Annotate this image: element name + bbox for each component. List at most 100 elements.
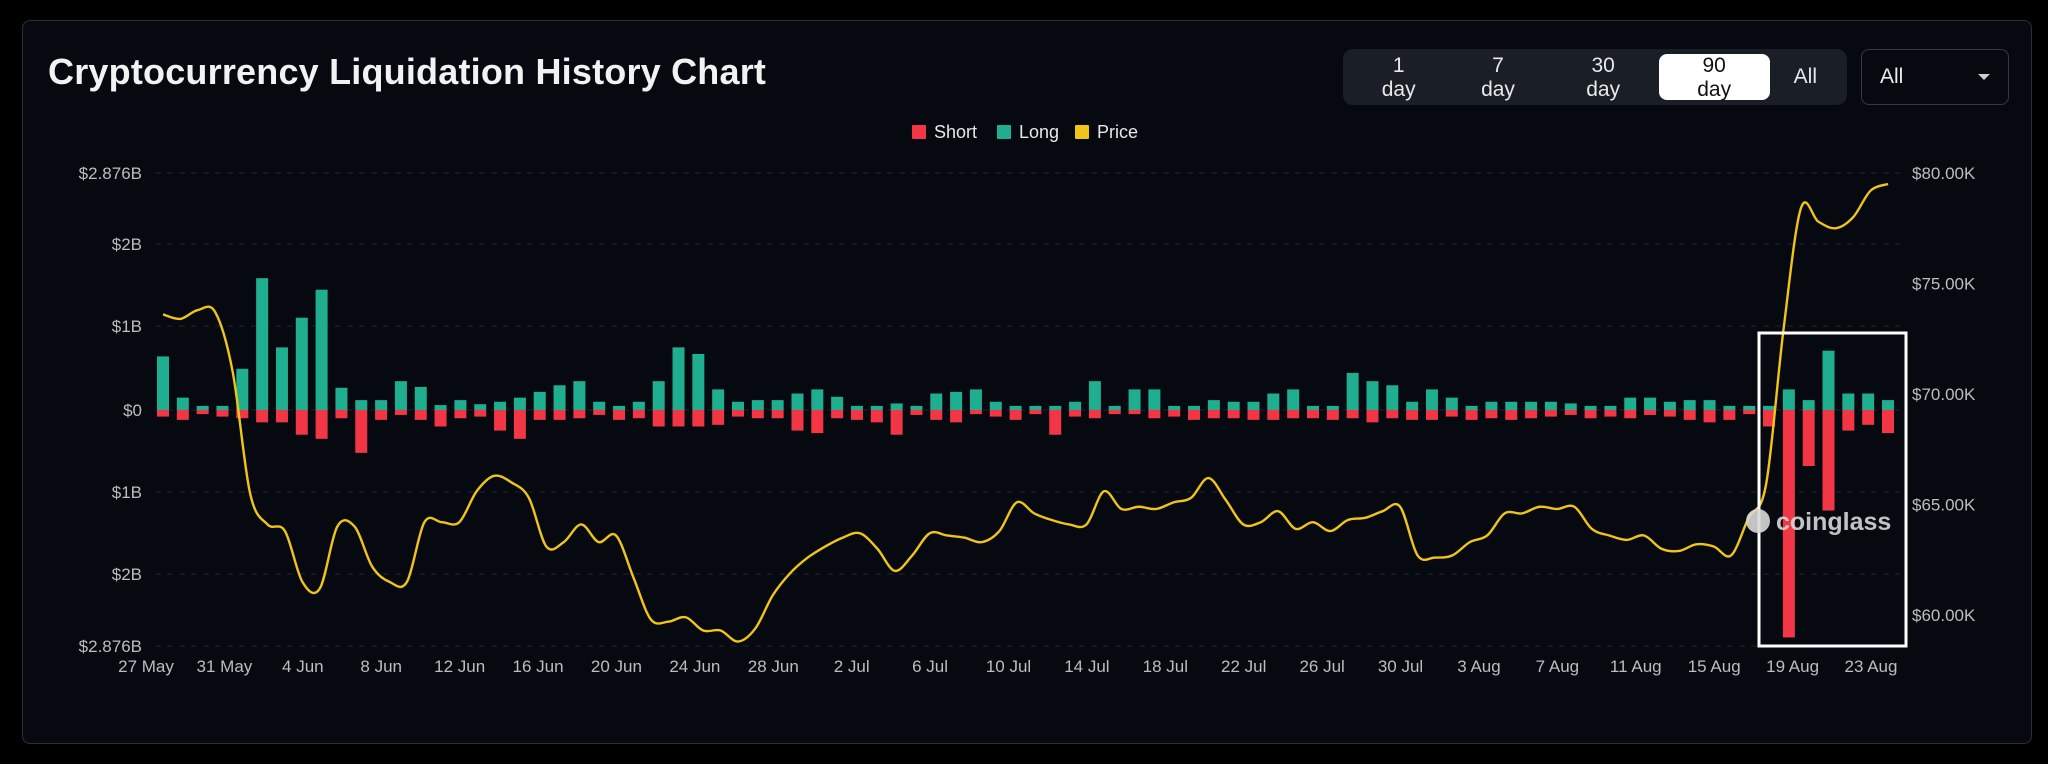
short-bar[interactable] <box>1763 410 1776 427</box>
long-bar[interactable] <box>989 401 1002 410</box>
short-bar[interactable] <box>1445 410 1458 417</box>
long-bar[interactable] <box>751 400 764 410</box>
short-bar[interactable] <box>950 410 963 423</box>
short-bar[interactable] <box>1188 410 1201 420</box>
short-bar[interactable] <box>1287 410 1300 419</box>
short-bar[interactable] <box>1584 410 1597 419</box>
long-bar[interactable] <box>791 393 804 410</box>
short-bar[interactable] <box>1525 410 1538 419</box>
short-bar[interactable] <box>1465 410 1478 420</box>
long-bar[interactable] <box>157 356 169 410</box>
short-bar[interactable] <box>1425 410 1438 420</box>
long-bar[interactable] <box>1366 381 1379 410</box>
long-bar[interactable] <box>335 387 348 410</box>
long-bar[interactable] <box>196 405 209 410</box>
short-bar[interactable] <box>692 410 705 427</box>
long-bar[interactable] <box>1386 385 1399 410</box>
short-bar[interactable] <box>1723 410 1736 420</box>
long-bar[interactable] <box>1644 397 1657 410</box>
short-bar[interactable] <box>1267 410 1280 420</box>
short-bar[interactable] <box>712 410 725 425</box>
short-bar[interactable] <box>196 410 209 415</box>
long-bar[interactable] <box>1406 401 1419 410</box>
short-bar[interactable] <box>157 410 169 417</box>
long-bar[interactable] <box>732 401 744 410</box>
short-bar[interactable] <box>315 410 328 439</box>
long-bar[interactable] <box>1009 405 1022 410</box>
short-bar[interactable] <box>573 410 586 419</box>
short-bar[interactable] <box>1168 410 1181 417</box>
long-bar[interactable] <box>1465 405 1478 410</box>
short-bar[interactable] <box>236 410 249 419</box>
short-bar[interactable] <box>1802 410 1815 467</box>
long-bar[interactable] <box>1703 400 1716 410</box>
long-bar[interactable] <box>1425 389 1438 410</box>
long-bar[interactable] <box>850 405 863 410</box>
short-bar[interactable] <box>771 410 784 419</box>
long-bar[interactable] <box>454 400 467 410</box>
long-bar[interactable] <box>1882 400 1894 410</box>
short-bar[interactable] <box>890 410 903 435</box>
long-bar[interactable] <box>1267 393 1280 410</box>
short-bar[interactable] <box>1862 410 1875 425</box>
short-bar[interactable] <box>989 410 1002 417</box>
short-bar[interactable] <box>831 410 844 419</box>
long-bar[interactable] <box>1088 381 1101 410</box>
long-bar[interactable] <box>1604 405 1617 410</box>
short-bar[interactable] <box>414 410 427 420</box>
short-bar[interactable] <box>1683 410 1696 420</box>
long-bar[interactable] <box>216 405 229 410</box>
long-bar[interactable] <box>1862 393 1875 410</box>
long-bar[interactable] <box>1247 401 1260 410</box>
long-bar[interactable] <box>632 401 645 410</box>
long-bar[interactable] <box>1188 405 1201 410</box>
long-bar[interactable] <box>513 397 526 410</box>
short-bar[interactable] <box>295 410 308 435</box>
short-bar[interactable] <box>930 410 943 420</box>
long-bar[interactable] <box>811 389 824 410</box>
long-bar[interactable] <box>553 385 566 410</box>
long-bar[interactable] <box>692 353 705 410</box>
long-bar[interactable] <box>613 405 626 410</box>
long-bar[interactable] <box>1723 405 1736 410</box>
long-bar[interactable] <box>652 381 665 410</box>
short-bar[interactable] <box>1307 410 1319 419</box>
long-bar[interactable] <box>355 400 368 410</box>
short-bar[interactable] <box>1564 410 1577 415</box>
long-bar[interactable] <box>1584 405 1597 410</box>
long-bar[interactable] <box>1822 350 1835 410</box>
short-bar[interactable] <box>1782 410 1795 638</box>
long-bar[interactable] <box>474 404 487 410</box>
range-button-1-day[interactable]: 1 day <box>1349 54 1448 101</box>
long-bar[interactable] <box>1445 397 1458 410</box>
short-bar[interactable] <box>1069 410 1082 417</box>
short-bar[interactable] <box>1822 410 1835 511</box>
short-bar[interactable] <box>1029 410 1042 415</box>
short-bar[interactable] <box>1703 410 1716 423</box>
long-bar[interactable] <box>1763 405 1776 410</box>
short-bar[interactable] <box>1485 410 1498 419</box>
long-bar[interactable] <box>890 403 903 410</box>
short-bar[interactable] <box>613 410 626 420</box>
short-bar[interactable] <box>176 410 189 420</box>
range-button-90-day[interactable]: 90 day <box>1658 54 1770 101</box>
long-bar[interactable] <box>1307 405 1319 410</box>
long-bar[interactable] <box>275 347 288 410</box>
short-bar[interactable] <box>1009 410 1022 420</box>
short-bar[interactable] <box>1842 410 1855 431</box>
long-bar[interactable] <box>1485 401 1498 410</box>
short-bar[interactable] <box>1406 410 1419 420</box>
short-bar[interactable] <box>850 410 863 420</box>
long-bar[interactable] <box>1802 400 1815 410</box>
short-bar[interactable] <box>1227 410 1240 419</box>
short-bar[interactable] <box>1386 410 1399 419</box>
short-bar[interactable] <box>256 410 269 423</box>
long-bar[interactable] <box>256 278 269 410</box>
short-bar[interactable] <box>1366 410 1379 423</box>
long-bar[interactable] <box>771 400 784 410</box>
short-bar[interactable] <box>593 410 606 415</box>
short-bar[interactable] <box>1544 410 1557 417</box>
legend-item-price[interactable]: Price <box>1075 122 1138 142</box>
long-bar[interactable] <box>1683 400 1696 410</box>
long-bar[interactable] <box>494 401 507 410</box>
